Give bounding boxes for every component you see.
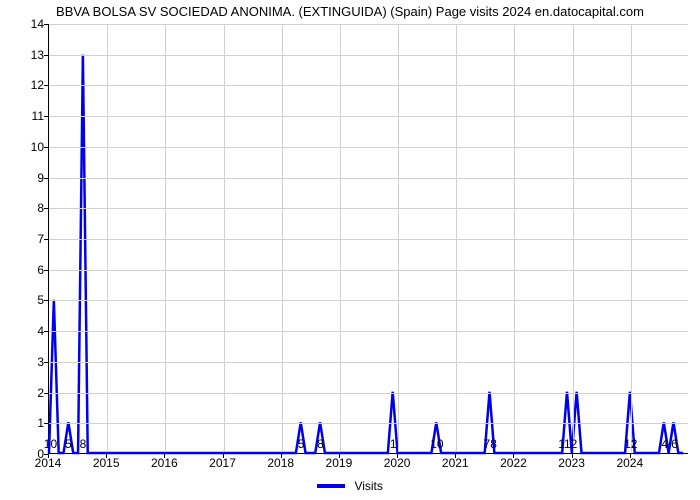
inner-data-label: 1 [390, 437, 397, 451]
ytick-label: 14 [4, 17, 44, 31]
xtick-label: 2016 [151, 456, 178, 470]
gridline-v [340, 24, 341, 452]
ytick-label: 6 [4, 263, 44, 277]
plot-area: 105858110781121246 [48, 24, 688, 454]
gridline-v [573, 24, 574, 452]
gridline-h [49, 85, 688, 86]
xtick-label: 2018 [267, 456, 294, 470]
ytick-label: 5 [4, 293, 44, 307]
ytick-mark [44, 239, 48, 240]
ytick-label: 7 [4, 232, 44, 246]
ytick-label: 11 [4, 109, 44, 123]
inner-data-label: 112 [558, 437, 577, 451]
legend: Visits [0, 478, 700, 493]
ytick-mark [44, 270, 48, 271]
gridline-h [49, 24, 688, 25]
ytick-label: 2 [4, 386, 44, 400]
inner-data-label: 4 [661, 437, 668, 451]
gridline-h [49, 423, 688, 424]
ytick-label: 12 [4, 78, 44, 92]
gridline-h [49, 300, 688, 301]
ytick-label: 4 [4, 324, 44, 338]
inner-data-label: 78 [484, 437, 497, 451]
ytick-mark [44, 24, 48, 25]
gridline-h [49, 147, 688, 148]
gridline-v [631, 24, 632, 452]
ytick-mark [44, 85, 48, 86]
inner-data-label: 10 [44, 437, 57, 451]
gridline-h [49, 178, 688, 179]
ytick-label: 9 [4, 171, 44, 185]
gridline-v [165, 24, 166, 452]
xtick-label: 2024 [616, 456, 643, 470]
gridline-v [456, 24, 457, 452]
ytick-mark [44, 147, 48, 148]
gridline-v [398, 24, 399, 452]
xtick-label: 2020 [384, 456, 411, 470]
inner-data-label: 8 [317, 437, 324, 451]
ytick-mark [44, 55, 48, 56]
inner-data-label: 8 [80, 437, 87, 451]
ytick-mark [44, 300, 48, 301]
ytick-label: 1 [4, 416, 44, 430]
ytick-label: 10 [4, 140, 44, 154]
ytick-label: 13 [4, 48, 44, 62]
xtick-label: 2022 [500, 456, 527, 470]
gridline-v [282, 24, 283, 452]
inner-data-label: 12 [624, 437, 637, 451]
ytick-mark [44, 362, 48, 363]
ytick-mark [44, 208, 48, 209]
gridline-v [224, 24, 225, 452]
gridline-h [49, 331, 688, 332]
xtick-label: 2019 [326, 456, 353, 470]
xtick-label: 2023 [558, 456, 585, 470]
gridline-h [49, 270, 688, 271]
ytick-mark [44, 116, 48, 117]
xtick-label: 2015 [93, 456, 120, 470]
ytick-mark [44, 423, 48, 424]
chart-title: BBVA BOLSA SV SOCIEDAD ANONIMA. (EXTINGU… [0, 4, 700, 19]
inner-data-label: 5 [65, 437, 72, 451]
ytick-mark [44, 393, 48, 394]
xtick-label: 2021 [442, 456, 469, 470]
xtick-label: 2014 [35, 456, 62, 470]
ytick-label: 3 [4, 355, 44, 369]
inner-data-label: 10 [430, 437, 443, 451]
legend-label: Visits [354, 479, 382, 493]
gridline-h [49, 393, 688, 394]
gridline-h [49, 362, 688, 363]
gridline-v [107, 24, 108, 452]
gridline-h [49, 116, 688, 117]
gridline-v [514, 24, 515, 452]
inner-data-label: 6 [671, 437, 678, 451]
ytick-label: 8 [4, 201, 44, 215]
gridline-h [49, 239, 688, 240]
inner-data-label: 5 [298, 437, 305, 451]
ytick-mark [44, 178, 48, 179]
legend-swatch [317, 484, 345, 488]
ytick-mark [44, 331, 48, 332]
xtick-label: 2017 [209, 456, 236, 470]
gridline-h [49, 208, 688, 209]
gridline-h [49, 55, 688, 56]
